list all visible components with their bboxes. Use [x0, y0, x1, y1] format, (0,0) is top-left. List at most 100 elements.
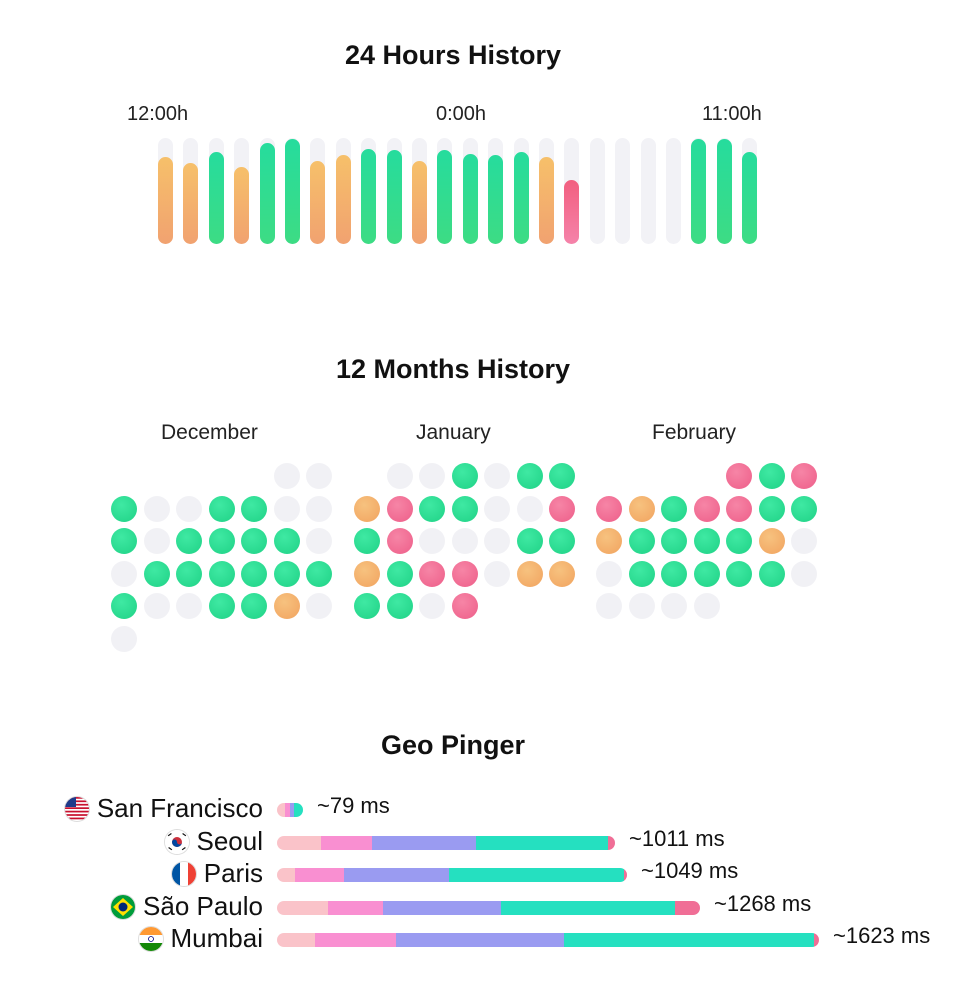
day-dot[interactable] [516, 495, 543, 522]
geo-row[interactable]: Paris ~1049 ms [0, 858, 964, 889]
day-dot[interactable] [241, 593, 267, 619]
day-dot[interactable] [628, 593, 655, 619]
day-dot[interactable] [354, 593, 380, 619]
day-dot[interactable] [693, 593, 720, 619]
day-dot[interactable] [208, 560, 235, 587]
hour-bar[interactable] [285, 138, 300, 244]
day-dot[interactable] [516, 528, 543, 554]
day-dot[interactable] [111, 528, 137, 554]
day-dot[interactable] [208, 593, 235, 619]
day-dot[interactable] [693, 528, 720, 554]
day-dot[interactable] [628, 528, 655, 554]
day-dot[interactable] [726, 528, 752, 554]
day-dot[interactable] [273, 560, 300, 587]
day-dot[interactable] [143, 560, 170, 587]
day-dot[interactable] [386, 463, 413, 489]
day-dot[interactable] [693, 560, 720, 587]
day-dot[interactable] [661, 593, 687, 619]
day-dot[interactable] [306, 528, 332, 554]
day-dot[interactable] [451, 528, 478, 554]
day-dot[interactable] [628, 560, 655, 587]
day-dot[interactable] [791, 463, 817, 489]
day-dot[interactable] [596, 528, 622, 554]
hour-bar[interactable] [716, 138, 732, 244]
day-dot[interactable] [758, 463, 785, 489]
day-dot[interactable] [386, 593, 413, 619]
hour-bar[interactable] [335, 138, 351, 244]
day-dot[interactable] [791, 495, 817, 522]
day-dot[interactable] [791, 528, 817, 554]
hour-bar[interactable] [361, 138, 377, 244]
day-dot[interactable] [451, 463, 478, 489]
hour-bar[interactable] [208, 138, 224, 244]
day-dot[interactable] [516, 463, 543, 489]
geo-row[interactable]: Mumbai ~1623 ms [0, 923, 964, 954]
day-dot[interactable] [143, 528, 170, 554]
hour-bar[interactable] [513, 138, 529, 244]
hour-bar[interactable] [691, 138, 707, 244]
day-dot[interactable] [176, 528, 202, 554]
day-dot[interactable] [306, 593, 332, 619]
day-dot[interactable] [451, 560, 478, 587]
day-dot[interactable] [241, 560, 267, 587]
day-dot[interactable] [306, 495, 332, 522]
hour-bar[interactable] [462, 138, 478, 244]
day-dot[interactable] [273, 593, 300, 619]
day-dot[interactable] [758, 528, 785, 554]
day-dot[interactable] [354, 495, 380, 522]
hour-bar[interactable] [564, 138, 580, 244]
day-dot[interactable] [241, 495, 267, 522]
day-dot[interactable] [516, 560, 543, 587]
day-dot[interactable] [726, 463, 752, 489]
day-dot[interactable] [143, 495, 170, 522]
day-dot[interactable] [726, 560, 752, 587]
hour-bar[interactable] [183, 138, 199, 244]
day-dot[interactable] [661, 528, 687, 554]
day-dot[interactable] [419, 593, 445, 619]
day-dot[interactable] [306, 560, 332, 587]
hour-bar[interactable] [666, 138, 681, 244]
hour-bar[interactable] [158, 138, 173, 244]
day-dot[interactable] [628, 495, 655, 522]
day-dot[interactable] [596, 495, 622, 522]
hour-bar[interactable] [488, 138, 504, 244]
hour-bar[interactable] [437, 138, 453, 244]
hour-bar[interactable] [310, 138, 326, 244]
day-dot[interactable] [419, 560, 445, 587]
geo-row[interactable]: San Francisco ~79 ms [0, 793, 964, 824]
day-dot[interactable] [176, 593, 202, 619]
day-dot[interactable] [176, 560, 202, 587]
day-dot[interactable] [208, 495, 235, 522]
day-dot[interactable] [143, 593, 170, 619]
day-dot[interactable] [419, 495, 445, 522]
day-dot[interactable] [661, 495, 687, 522]
day-dot[interactable] [791, 560, 817, 587]
day-dot[interactable] [208, 528, 235, 554]
day-dot[interactable] [758, 560, 785, 587]
day-dot[interactable] [306, 463, 332, 489]
day-dot[interactable] [596, 560, 622, 587]
day-dot[interactable] [549, 560, 575, 587]
hour-bar[interactable] [539, 138, 554, 244]
day-dot[interactable] [451, 593, 478, 619]
geo-row[interactable]: Seoul ~1011 ms [0, 826, 964, 857]
day-dot[interactable] [484, 495, 510, 522]
hour-bar[interactable] [386, 138, 402, 244]
day-dot[interactable] [273, 528, 300, 554]
geo-row[interactable]: São Paulo ~1268 ms [0, 891, 964, 922]
day-dot[interactable] [693, 495, 720, 522]
day-dot[interactable] [241, 528, 267, 554]
day-dot[interactable] [419, 528, 445, 554]
hour-bar[interactable] [615, 138, 631, 244]
day-dot[interactable] [596, 593, 622, 619]
day-dot[interactable] [549, 463, 575, 489]
day-dot[interactable] [354, 528, 380, 554]
hour-bar[interactable] [412, 138, 427, 244]
day-dot[interactable] [386, 495, 413, 522]
day-dot[interactable] [111, 495, 137, 522]
day-dot[interactable] [484, 528, 510, 554]
day-dot[interactable] [111, 560, 137, 587]
day-dot[interactable] [549, 528, 575, 554]
day-dot[interactable] [484, 463, 510, 489]
day-dot[interactable] [111, 625, 137, 652]
